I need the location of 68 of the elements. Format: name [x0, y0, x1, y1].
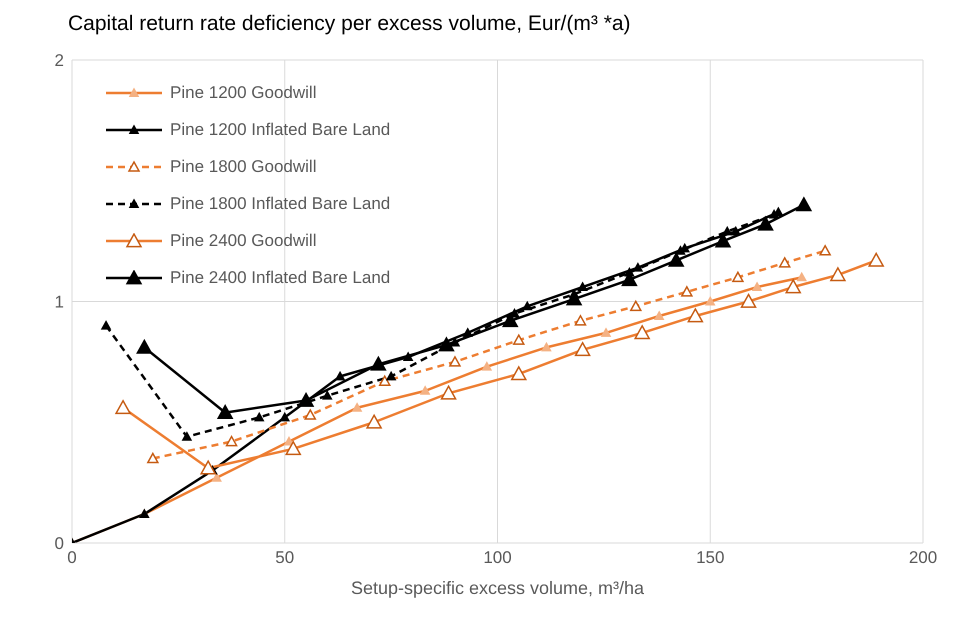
x-tick-label: 200 [908, 548, 938, 568]
point [403, 352, 413, 361]
point [868, 252, 884, 267]
point [796, 197, 812, 212]
point [449, 356, 461, 367]
point [676, 246, 686, 255]
point [681, 286, 693, 297]
legend-label: Pine 1200 Inflated Bare Land [170, 120, 390, 140]
point [574, 315, 586, 326]
point [769, 210, 779, 219]
chart-title: Capital return rate deficiency per excess volume, Eur/(m³ *a) [68, 12, 631, 36]
point [226, 436, 238, 446]
x-axis-title: Setup-specific excess volume, m³/ha [350, 578, 646, 598]
point [740, 294, 756, 308]
point [715, 233, 731, 248]
point [785, 279, 801, 294]
point [511, 366, 527, 380]
point [101, 320, 111, 330]
y-tick-label: 0 [54, 534, 64, 554]
point [450, 338, 460, 347]
x-tick-label: 150 [696, 548, 724, 568]
point [440, 386, 456, 400]
point [633, 262, 643, 272]
point [366, 414, 382, 429]
point [578, 282, 588, 291]
point [778, 257, 790, 268]
x-tick-label: 50 [275, 548, 294, 568]
point [574, 342, 590, 356]
point [304, 409, 316, 420]
legend-label: Pine 1200 Goodwill [170, 82, 316, 102]
point [462, 328, 472, 337]
y-tick-label: 1 [54, 292, 64, 312]
x-tick-label: 100 [483, 548, 512, 568]
point [758, 216, 774, 231]
legend-label: Pine 1800 Goodwill [170, 156, 316, 176]
point [136, 340, 152, 354]
point [732, 272, 744, 282]
point [630, 300, 642, 312]
point [830, 267, 846, 282]
point [254, 412, 264, 422]
point [217, 404, 233, 419]
point [502, 313, 518, 328]
legend-label: Pine 1800 Inflated Bare Land [170, 194, 390, 214]
legend-label: Pine 2400 Inflated Bare Land [170, 268, 390, 288]
point [147, 452, 159, 464]
point [634, 325, 650, 340]
point [688, 308, 704, 322]
point [819, 245, 831, 256]
point [335, 372, 345, 380]
x-tick-label: 0 [67, 548, 77, 568]
point [438, 337, 454, 352]
point [513, 334, 525, 345]
point [286, 441, 302, 456]
point [370, 356, 386, 371]
legend-label: Pine 2400 Goodwill [170, 230, 316, 250]
point [280, 412, 290, 422]
point [522, 302, 532, 310]
y-tick-label: 2 [54, 51, 64, 70]
point [386, 372, 396, 380]
point [182, 432, 192, 441]
point [115, 400, 131, 414]
point [378, 375, 390, 386]
point [298, 392, 314, 407]
point [200, 460, 216, 474]
point [668, 252, 684, 267]
point [722, 226, 732, 236]
point [731, 226, 741, 236]
point [322, 390, 332, 400]
